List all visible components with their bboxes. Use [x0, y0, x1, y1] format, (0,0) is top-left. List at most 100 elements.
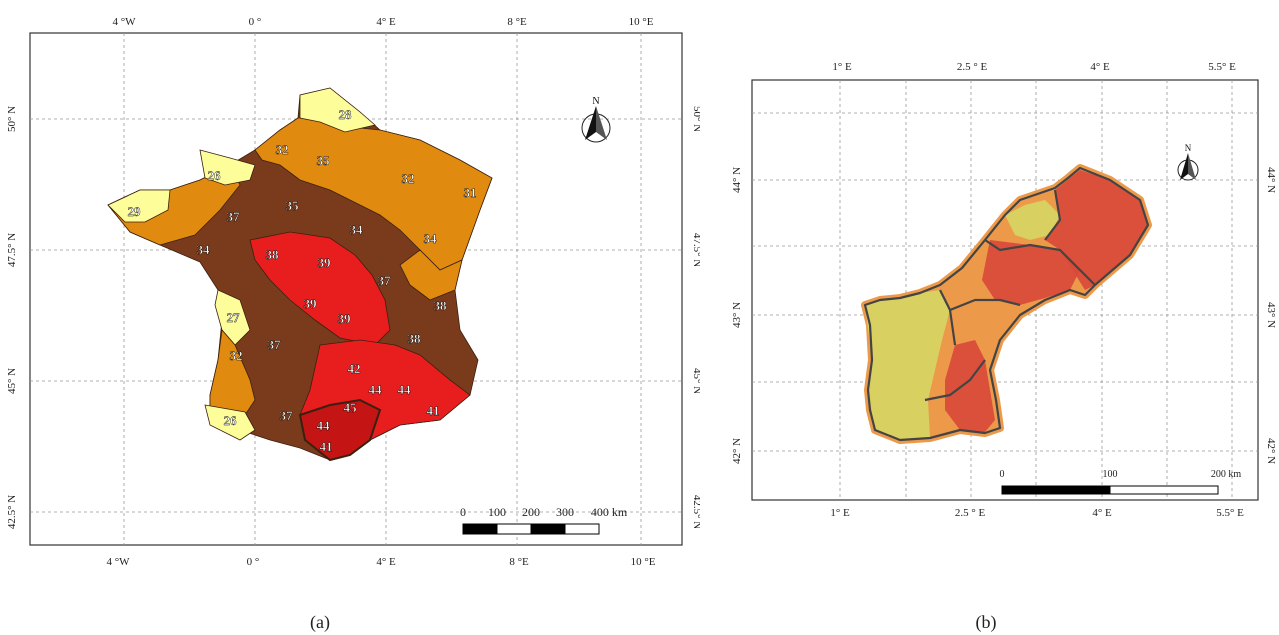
- france-central-red: [249, 231, 391, 346]
- region-value: 31: [464, 185, 477, 200]
- lat-label: 50° N: [6, 106, 18, 132]
- lat-label: 43° N: [1265, 302, 1277, 328]
- map-b-top-lon-labels: 1° E 2.5 ° E 4° E 5.5° E: [832, 61, 1236, 73]
- region-value: 44: [369, 382, 383, 397]
- region-value: 35: [317, 153, 331, 168]
- region-value: 32: [230, 348, 243, 363]
- scale-label: 300: [556, 505, 574, 519]
- region-center-red: [982, 240, 1080, 305]
- map-b-svg: 1° E 2.5 ° E 4° E 5.5° E 1° E 2.5 ° E 4°…: [731, 61, 1277, 519]
- region-value: 38: [266, 247, 280, 262]
- region-value: 39: [304, 296, 318, 311]
- map-b-left-lat-labels: 44° N 43° N 42° N: [731, 167, 743, 464]
- region-value: 41: [427, 403, 440, 418]
- lon-label: 2.5 ° E: [957, 61, 988, 73]
- region-value: 37: [378, 273, 392, 288]
- france-east-region: [399, 249, 463, 301]
- region-north-central: [1005, 200, 1060, 240]
- region-value: 42: [348, 361, 361, 376]
- region-value: 37: [268, 337, 282, 352]
- lon-label: 0 °: [247, 556, 260, 568]
- lon-label: 1° E: [830, 507, 850, 519]
- north-arrow-icon: N: [581, 96, 611, 143]
- caption-a: (a): [310, 612, 330, 632]
- region-value: 37: [227, 209, 241, 224]
- france-map: [107, 87, 493, 462]
- lat-label: 45° N: [691, 368, 700, 394]
- france-occitanie-deep: [298, 398, 382, 462]
- region-value: 44: [317, 418, 331, 433]
- map-a-top-lon-labels: 4 °W 0 ° 4° E 8 °E 10 °E: [112, 16, 653, 28]
- caption-b: (b): [975, 612, 997, 632]
- region-value: 39: [318, 255, 332, 270]
- region-value: 28: [339, 107, 353, 122]
- lat-label: 44° N: [731, 167, 743, 193]
- north-label: N: [592, 96, 599, 107]
- france-normandy-coast: [199, 149, 256, 186]
- region-value: 39: [338, 311, 352, 326]
- region-value: 34: [350, 222, 364, 237]
- lat-label: 45° N: [6, 368, 18, 394]
- lat-label: 42.5° N: [6, 495, 18, 529]
- scale-label: 200 km: [1211, 469, 1242, 480]
- lon-label: 2.5 ° E: [955, 507, 986, 519]
- lon-label: 4° E: [376, 16, 396, 28]
- region-value: 29: [128, 204, 142, 219]
- lat-label: 42.5° N: [691, 495, 700, 529]
- region-value: 26: [208, 168, 222, 183]
- map-a-left-lat-labels: 50° N 47.5° N 45° N 42.5° N: [6, 106, 18, 529]
- region-value: 34: [424, 231, 438, 246]
- scale-label: 0: [1000, 469, 1005, 480]
- lat-label: 50° N: [691, 106, 700, 132]
- lon-label: 10 °E: [631, 556, 656, 568]
- lat-label: 47.5° N: [691, 233, 700, 267]
- lon-label: 8 °E: [509, 556, 529, 568]
- scale-bar-a: 0 100 200 300 400 km: [460, 505, 628, 535]
- lat-label: 42° N: [731, 438, 743, 464]
- north-label: N: [1185, 143, 1192, 153]
- scale-label: 0: [460, 505, 466, 519]
- region-value: 37: [280, 408, 294, 423]
- scale-bar-b: 0 100 200 km: [1000, 469, 1242, 495]
- france-nord-region: [299, 87, 376, 133]
- lat-label: 43° N: [731, 302, 743, 328]
- north-arrow-icon: N: [1177, 143, 1199, 181]
- lon-label: 4° E: [376, 556, 396, 568]
- lon-label: 4° E: [1092, 507, 1112, 519]
- region-value: 32: [276, 142, 289, 157]
- map-panel-b: 1° E 2.5 ° E 4° E 5.5° E 1° E 2.5 ° E 4°…: [700, 0, 1279, 600]
- lon-label: 5.5° E: [1216, 507, 1244, 519]
- lon-label: 1° E: [832, 61, 852, 73]
- occitanie-map: [861, 164, 1152, 444]
- map-a-right-lat-labels: 50° N 47.5° N 45° N 42.5° N: [691, 106, 703, 529]
- scale-label: 400 km: [591, 505, 628, 519]
- map-a-svg: 28 32 35 26 29 32 31 37 35 34 34 34 38 3…: [6, 16, 703, 568]
- map-b-right-lat-labels: 44° N 43° N 42° N: [1265, 167, 1277, 464]
- lon-label: 4 °W: [112, 16, 136, 28]
- lon-label: 8 °E: [507, 16, 527, 28]
- region-west: [865, 290, 950, 440]
- region-value: 44: [398, 382, 412, 397]
- region-pyrenees: [875, 400, 930, 440]
- lat-label: 42° N: [1265, 438, 1277, 464]
- lon-label: 10 °E: [629, 16, 654, 28]
- scale-label: 100: [488, 505, 506, 519]
- region-value: 41: [320, 439, 333, 454]
- france-brittany-tip: [107, 189, 171, 223]
- lon-label: 0 °: [249, 16, 262, 28]
- lon-label: 4° E: [1090, 61, 1110, 73]
- region-value: 38: [408, 331, 422, 346]
- region-labels: 28 32 35 26 29 32 31 37 35 34 34 34 38 3…: [127, 107, 477, 454]
- map-a-bottom-lon-labels: 4 °W 0 ° 4° E 8 °E 10 °E: [106, 556, 655, 568]
- region-value: 27: [227, 310, 241, 325]
- scale-label: 100: [1103, 469, 1118, 480]
- lat-label: 47.5° N: [6, 233, 18, 267]
- region-value: 38: [434, 298, 448, 313]
- lon-label: 5.5° E: [1208, 61, 1236, 73]
- region-value: 26: [224, 413, 238, 428]
- region-value: 32: [402, 171, 415, 186]
- region-value: 34: [197, 242, 211, 257]
- lon-label: 4 °W: [106, 556, 130, 568]
- region-value: 35: [286, 198, 300, 213]
- france-landes-coast: [204, 404, 256, 441]
